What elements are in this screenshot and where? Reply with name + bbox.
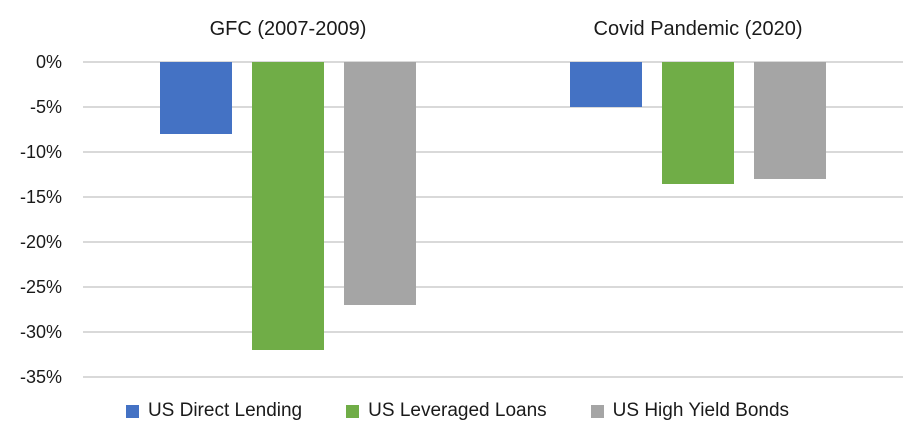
gridline [83, 196, 903, 198]
legend-item-us-high-yield-bonds: US High Yield Bonds [590, 400, 790, 422]
legend-swatch-green [346, 404, 360, 418]
legend-item-us-leveraged-loans: US Leveraged Loans [346, 400, 547, 422]
bar-us-leveraged-loans-covid-pandemic-2020 [662, 62, 734, 184]
y-axis-tick-label: -5% [29, 97, 62, 117]
category-title-covid: Covid Pandemic (2020) [593, 18, 803, 40]
legend-label: US High Yield Bonds [612, 400, 790, 421]
y-axis-tick-label: -30% [19, 322, 62, 342]
gridline [83, 151, 903, 153]
gridline [83, 241, 903, 243]
y-axis-tick-label: 0% [35, 52, 62, 72]
y-axis-tick-label: -20% [19, 232, 62, 252]
gridline [83, 106, 903, 108]
bar-us-high-yield-bonds-gfc-2007-2009 [344, 62, 416, 305]
gridline [83, 376, 903, 378]
y-axis-tick-label: -25% [19, 277, 62, 297]
y-axis-tick-label: -10% [19, 142, 62, 162]
bar-us-direct-lending-gfc-2007-2009 [160, 62, 232, 134]
legend: US Direct Lending US Leveraged Loans US … [0, 400, 915, 422]
bar-us-leveraged-loans-gfc-2007-2009 [252, 62, 324, 350]
bar-us-direct-lending-covid-pandemic-2020 [570, 62, 642, 107]
y-axis-tick-label: -35% [19, 367, 62, 387]
legend-swatch-blue [125, 404, 139, 418]
gridline [83, 331, 903, 333]
y-axis-tick-label: -15% [19, 187, 62, 207]
legend-swatch-gray [590, 404, 604, 418]
legend-item-us-direct-lending: US Direct Lending [125, 400, 303, 422]
gridline [83, 286, 903, 288]
legend-label: US Direct Lending [147, 400, 303, 421]
bar-us-high-yield-bonds-covid-pandemic-2020 [754, 62, 826, 179]
legend-label: US Leveraged Loans [368, 400, 547, 421]
category-title-gfc: GFC (2007-2009) [209, 18, 367, 40]
gridline [83, 61, 903, 63]
